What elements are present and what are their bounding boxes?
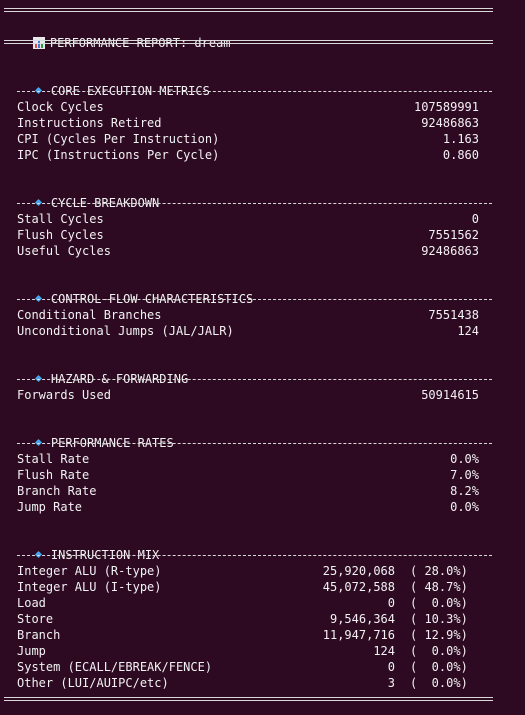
mix-label: Jump <box>17 644 46 658</box>
top-rule <box>4 11 493 12</box>
mix-count: 3 <box>387 676 395 690</box>
report-title-line: PERFORMANCE REPORT: dream <box>4 19 231 50</box>
section-divider <box>17 299 492 301</box>
metric-label: Flush Rate <box>17 468 90 482</box>
metric-value: 124 <box>457 324 479 338</box>
mix-percent: ( 0.0%) <box>410 676 468 690</box>
metric-label: Useful Cycles <box>17 244 111 258</box>
metric-value: 92486863 <box>421 244 479 258</box>
metric-label: Branch Rate <box>17 484 97 498</box>
mix-count: 25,920,068 <box>322 564 395 578</box>
metric-label: Stall Cycles <box>17 212 104 226</box>
mix-label: Branch <box>17 628 61 642</box>
metric-value: 92486863 <box>421 116 479 130</box>
metric-label: Flush Cycles <box>17 228 104 242</box>
section-divider <box>17 91 492 93</box>
mix-percent: ( 28.0%) <box>410 564 468 578</box>
metric-label: Conditional Branches <box>17 308 162 322</box>
section-divider <box>17 379 492 381</box>
section-divider <box>17 555 492 557</box>
section-header-cycle: CYCLE BREAKDOWN <box>7 179 159 210</box>
mix-percent: ( 0.0%) <box>410 596 468 610</box>
mix-count: 0 <box>387 596 395 610</box>
metric-value: 50914615 <box>421 388 479 402</box>
section-divider <box>17 203 492 205</box>
metric-label: Clock Cycles <box>17 100 104 114</box>
section-header-core: CORE EXECUTION METRICS <box>7 67 210 98</box>
mix-percent: ( 12.9%) <box>410 628 468 642</box>
metric-label: IPC (Instructions Per Cycle) <box>17 148 220 162</box>
mix-label: Other (LUI/AUIPC/etc) <box>17 676 169 690</box>
mix-percent: ( 0.0%) <box>410 644 468 658</box>
metric-value: 0.860 <box>442 148 479 162</box>
metric-value: 0.0% <box>450 500 479 514</box>
mix-count: 0 <box>387 660 395 674</box>
mix-count: 9,546,364 <box>329 612 395 626</box>
metric-value: 1.163 <box>442 132 479 146</box>
mix-count: 11,947,716 <box>322 628 395 642</box>
mix-count: 45,072,588 <box>322 580 395 594</box>
metric-value: 7551562 <box>428 228 479 242</box>
metric-value: 7.0% <box>450 468 479 482</box>
mix-label: Store <box>17 612 54 626</box>
mix-percent: ( 0.0%) <box>410 660 468 674</box>
bottom-rule <box>4 700 493 701</box>
metric-label: Stall Rate <box>17 452 90 466</box>
mix-percent: ( 48.7%) <box>410 580 468 594</box>
bottom-rule <box>4 697 493 698</box>
metric-label: Unconditional Jumps (JAL/JALR) <box>17 324 234 338</box>
mix-label: Integer ALU (I-type) <box>17 580 162 594</box>
title-rule <box>4 43 493 44</box>
metric-label: CPI (Cycles Per Instruction) <box>17 132 220 146</box>
title-rule <box>4 40 493 41</box>
section-header-rates: PERFORMANCE RATES <box>7 419 174 450</box>
metric-label: Instructions Retired <box>17 116 162 130</box>
metric-value: 8.2% <box>450 484 479 498</box>
mix-percent: ( 10.3%) <box>410 612 468 626</box>
mix-label: System (ECALL/EBREAK/FENCE) <box>17 660 213 674</box>
metric-label: Jump Rate <box>17 500 83 514</box>
section-header-control: CONTROL-FLOW CHARACTERISTICS <box>7 275 253 306</box>
top-rule <box>4 8 493 9</box>
metric-value: 107589991 <box>413 100 479 114</box>
metric-value: 7551438 <box>428 308 479 322</box>
metric-value: 0 <box>471 212 479 226</box>
metric-label: Forwards Used <box>17 388 111 402</box>
mix-count: 124 <box>373 644 395 658</box>
section-header-hazard: HAZARD & FORWARDING <box>7 355 188 386</box>
mix-label: Load <box>17 596 46 610</box>
section-header-mix: INSTRUCTION MIX <box>7 531 159 562</box>
section-divider <box>17 443 492 445</box>
mix-label: Integer ALU (R-type) <box>17 564 162 578</box>
metric-value: 0.0% <box>450 452 479 466</box>
